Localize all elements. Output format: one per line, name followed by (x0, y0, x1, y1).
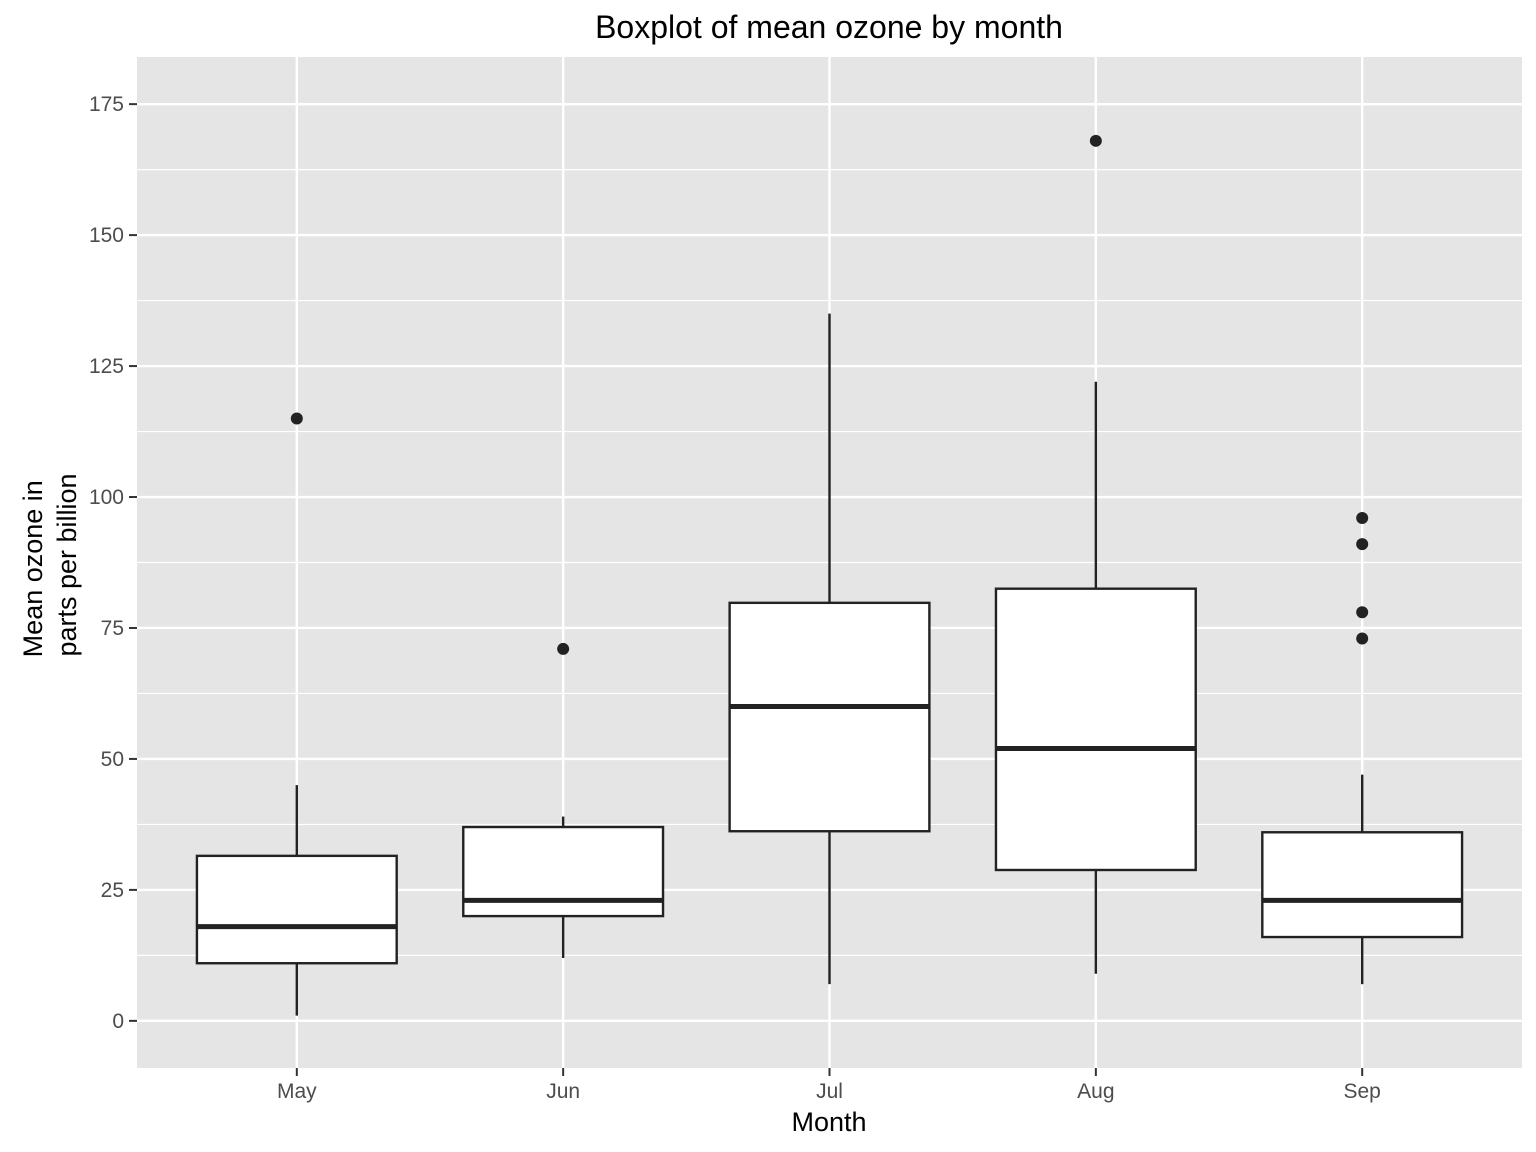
outlier-point (1356, 538, 1369, 551)
y-tick-label: 75 (101, 617, 124, 640)
x-tick-label: Sep (1344, 1080, 1381, 1103)
y-tick-label: 150 (89, 224, 124, 247)
outlier-point (1356, 606, 1369, 619)
x-axis-title: Month (791, 1107, 866, 1137)
box-aug (994, 134, 1197, 974)
outlier-point (1356, 511, 1369, 524)
y-tick-label: 125 (89, 355, 124, 378)
box-sep (1261, 511, 1464, 985)
y-axis-title-line-1: Mean ozone in (18, 480, 48, 657)
x-tick-label: Aug (1077, 1080, 1114, 1103)
y-tick-label: 100 (89, 486, 124, 509)
chart-title: Boxplot of mean ozone by month (595, 9, 1063, 45)
y-axis-title-line-2: parts per billion (52, 473, 82, 656)
outlier-point (1089, 134, 1102, 147)
x-tick-label: Jul (816, 1080, 843, 1103)
y-tick-label: 50 (101, 748, 124, 771)
x-tick-label: May (277, 1080, 317, 1103)
y-axis-title: Mean ozone in parts per billion (18, 473, 82, 658)
iqr-box (1261, 831, 1464, 939)
outlier-point (1356, 632, 1369, 645)
x-axis: May Jun Jul Aug Sep (277, 1068, 1381, 1103)
box-series (195, 134, 1464, 1016)
y-tick-label: 175 (89, 93, 124, 116)
box-jun (462, 642, 665, 958)
outlier-point (290, 412, 303, 425)
x-tick-label: Jun (546, 1080, 580, 1103)
iqr-box (728, 601, 931, 833)
y-axis: 0 25 50 75 100 125 150 175 (89, 93, 137, 1033)
outlier-point (557, 642, 570, 655)
iqr-box (195, 854, 398, 965)
y-tick-label: 0 (112, 1010, 124, 1033)
y-tick-label: 25 (101, 879, 124, 902)
iqr-box (994, 587, 1197, 872)
box-jul (728, 313, 931, 985)
box-may (195, 412, 398, 1016)
